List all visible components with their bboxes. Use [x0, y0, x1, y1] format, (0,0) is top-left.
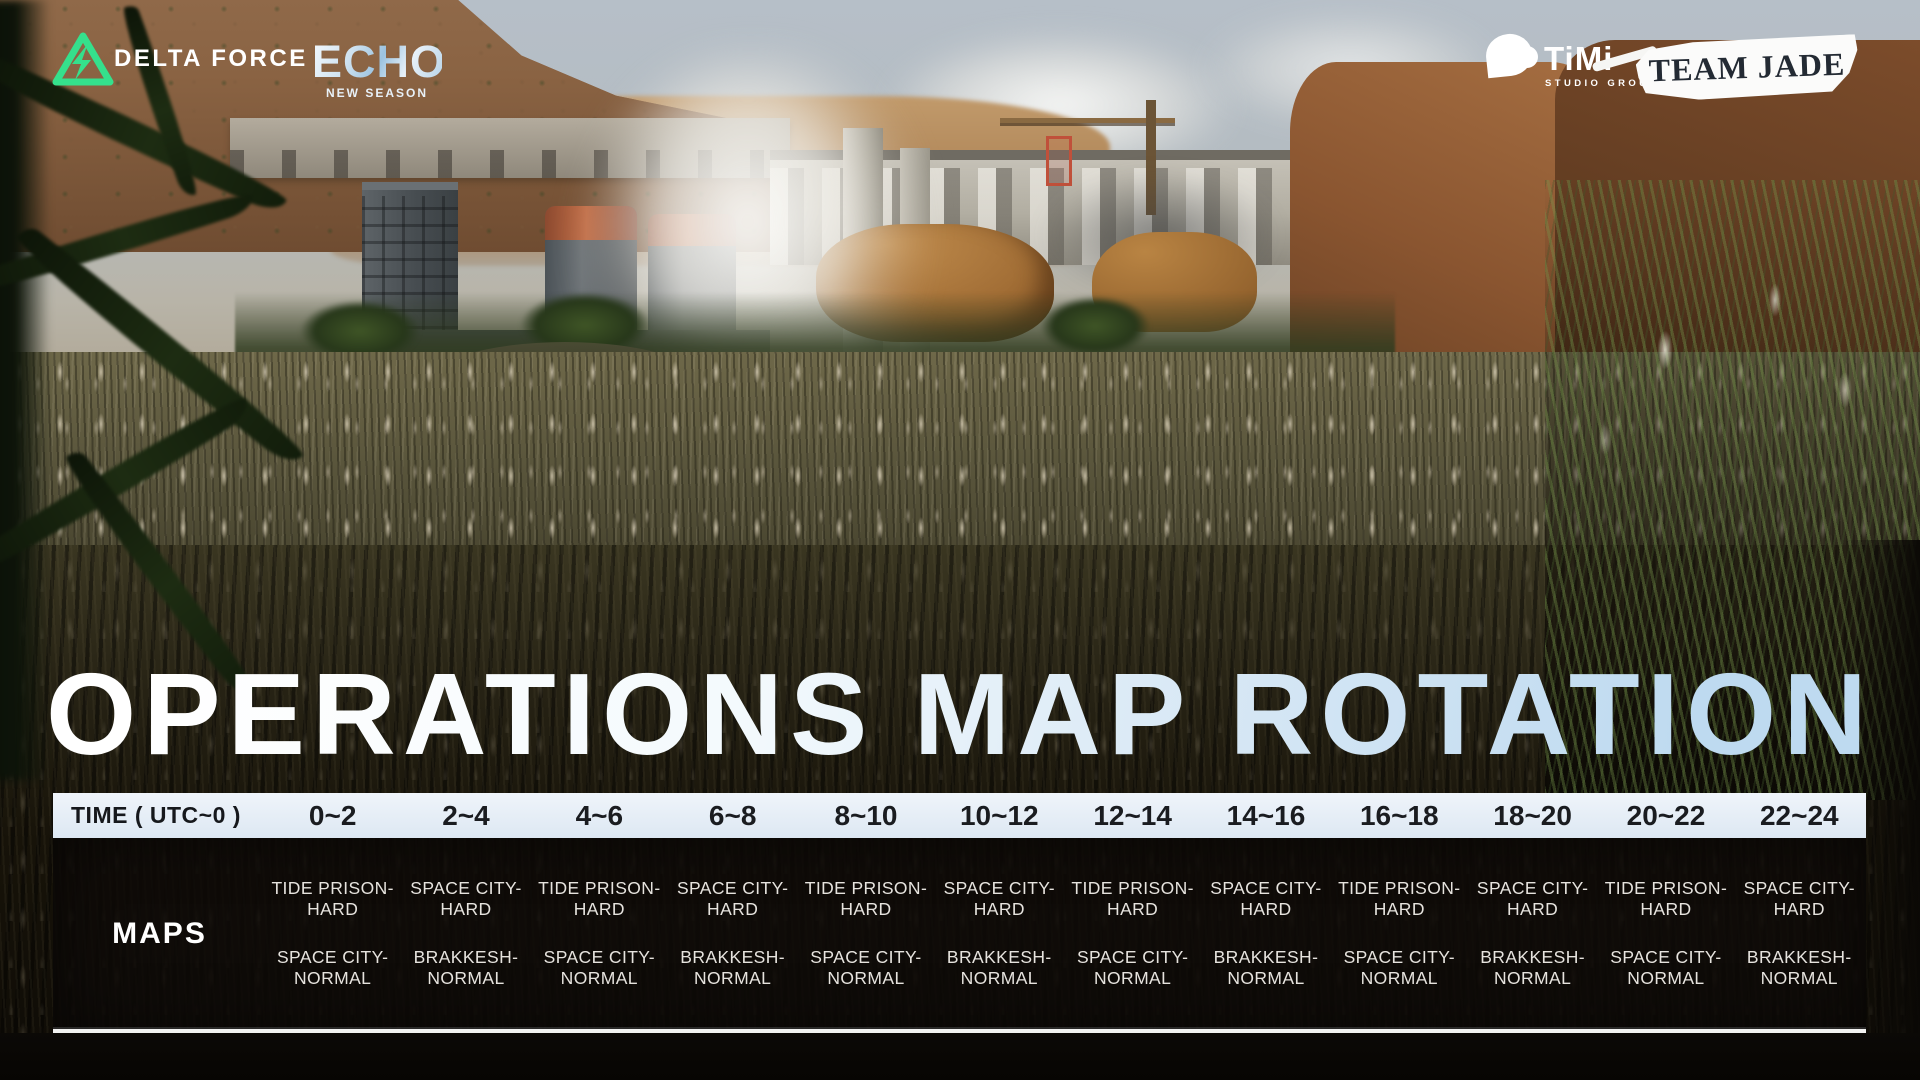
- map-entry: BRAKKESH- NORMAL: [1213, 947, 1319, 988]
- map-entry: SPACE CITY- HARD: [410, 878, 522, 919]
- map-entry: TIDE PRISON- HARD: [804, 878, 928, 919]
- timi-cloud-icon: [1516, 46, 1538, 68]
- time-slot-10-12: 10~12: [959, 799, 1039, 831]
- time-slot-20-22: 20~22: [1626, 799, 1706, 831]
- map-entry: SPACE CITY- HARD: [1210, 878, 1322, 919]
- timi-studio-logo: TiMi STUDIO GROUP: [1480, 30, 1656, 94]
- new-season-label: NEW SEASON: [325, 86, 428, 100]
- palm-shrub: [300, 300, 420, 362]
- map-entry: SPACE CITY- NORMAL: [1343, 947, 1455, 988]
- team-jade-logo: TEAM JADE: [1591, 34, 1859, 102]
- map-cell-6-8: SPACE CITY- HARD BRAKKESH- NORMAL: [666, 838, 799, 1029]
- delta-force-triangle-icon: [52, 30, 114, 88]
- map-cell-16-18: TIDE PRISON- HARD SPACE CITY- NORMAL: [1333, 838, 1466, 1029]
- time-slot-8-10: 8~10: [834, 799, 898, 831]
- map-cell-18-20: SPACE CITY- HARD BRAKKESH- NORMAL: [1466, 838, 1599, 1029]
- echo-wordmark: ECHO: [312, 36, 447, 87]
- map-cell-10-12: SPACE CITY- HARD BRAKKESH- NORMAL: [933, 838, 1066, 1029]
- palm-shrub: [1040, 296, 1150, 356]
- timi-wordmark: TiMi: [1544, 40, 1614, 77]
- page-title: OPERATIONS MAP ROTATION: [0, 649, 1920, 779]
- time-header-row: TIME ( UTC~0 ) 0~2 2~4 4~6 6~8 8~10 10~1…: [53, 793, 1866, 838]
- map-entry: BRAKKESH- NORMAL: [1480, 947, 1585, 988]
- map-entry: TIDE PRISON- HARD: [271, 878, 394, 919]
- map-cell-0-2: TIDE PRISON- HARD SPACE CITY- NORMAL: [266, 838, 399, 1029]
- timi-studio-group-label: STUDIO GROUP: [1545, 78, 1660, 89]
- time-slot-18-20: 18~20: [1493, 799, 1572, 831]
- echo-season-logo: ECHO NEW SEASON: [312, 36, 447, 106]
- crane-frame: [1046, 136, 1072, 186]
- map-cell-22-24: SPACE CITY- HARD BRAKKESH- NORMAL: [1733, 838, 1866, 1029]
- maps-row: MAPS TIDE PRISON- HARD SPACE CITY- NORMAL …: [53, 838, 1866, 1029]
- map-cell-2-4: SPACE CITY- HARD BRAKKESH- NORMAL: [399, 838, 532, 1029]
- tower-crane-jib: [1000, 118, 1175, 123]
- bottom-divider-line: [53, 1029, 1866, 1033]
- map-entry: TIDE PRISON- HARD: [1338, 878, 1461, 919]
- map-entry: SPACE CITY- NORMAL: [1610, 947, 1722, 988]
- time-slot-0-2: 0~2: [308, 799, 357, 831]
- background-dam-parapet: [770, 150, 1340, 160]
- delta-force-logo: DELTA FORCE: [52, 30, 305, 92]
- map-entry: BRAKKESH- NORMAL: [680, 947, 786, 988]
- map-entry: BRAKKESH- NORMAL: [946, 947, 1052, 988]
- time-utc-label: TIME ( UTC~0 ): [71, 802, 241, 828]
- bottom-dark-band: [0, 1033, 1920, 1080]
- map-cell-14-16: SPACE CITY- HARD BRAKKESH- NORMAL: [1199, 838, 1332, 1029]
- map-entry: SPACE CITY- HARD: [943, 878, 1055, 919]
- map-entry: SPACE CITY- NORMAL: [1076, 947, 1189, 988]
- team-jade-wordmark: TEAM JADE: [1648, 45, 1846, 88]
- map-entry: SPACE CITY- HARD: [676, 878, 789, 919]
- map-entry: SPACE CITY- NORMAL: [276, 947, 389, 988]
- time-slot-12-14: 12~14: [1093, 799, 1172, 831]
- map-entry: BRAKKESH- NORMAL: [413, 947, 519, 988]
- map-entry: SPACE CITY- HARD: [1743, 878, 1855, 919]
- time-slot-4-6: 4~6: [575, 799, 624, 831]
- map-entry: SPACE CITY- HARD: [1476, 878, 1589, 919]
- time-slot-16-18: 16~18: [1359, 799, 1439, 831]
- maps-label: MAPS: [112, 916, 207, 950]
- map-entry: BRAKKESH- NORMAL: [1746, 947, 1852, 988]
- tower-crane-mast: [1146, 100, 1156, 215]
- map-entry: TIDE PRISON- HARD: [1604, 878, 1728, 919]
- map-entry: TIDE PRISON- HARD: [538, 878, 661, 919]
- map-entry: SPACE CITY- NORMAL: [810, 947, 922, 988]
- left-foliage-edge: [0, 0, 50, 780]
- time-slot-14-16: 14~16: [1226, 799, 1306, 831]
- map-entry: TIDE PRISON- HARD: [1071, 878, 1194, 919]
- time-slot-22-24: 22~24: [1759, 799, 1839, 831]
- map-cell-4-6: TIDE PRISON- HARD SPACE CITY- NORMAL: [533, 838, 666, 1029]
- map-cell-20-22: TIDE PRISON- HARD SPACE CITY- NORMAL: [1599, 838, 1732, 1029]
- delta-force-wordmark: DELTA FORCE: [114, 45, 308, 72]
- time-slot-6-8: 6~8: [708, 799, 757, 831]
- map-entry: SPACE CITY- NORMAL: [543, 947, 655, 988]
- map-cell-8-10: TIDE PRISON- HARD SPACE CITY- NORMAL: [799, 838, 932, 1029]
- time-slot-2-4: 2~4: [442, 799, 490, 831]
- map-cell-12-14: TIDE PRISON- HARD SPACE CITY- NORMAL: [1066, 838, 1199, 1029]
